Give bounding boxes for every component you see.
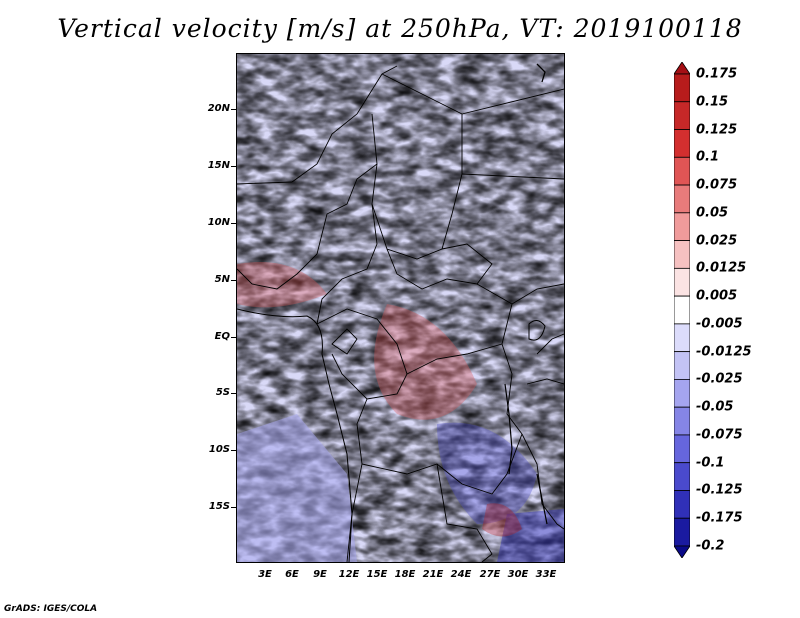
lat-label-5n: 5N bbox=[214, 274, 230, 285]
colorbar-swatch bbox=[674, 156, 690, 186]
colorbar-label: -0.075 bbox=[696, 427, 743, 443]
lat-label-10n: 10N bbox=[207, 217, 230, 228]
colorbar-swatch bbox=[674, 434, 690, 464]
colorbar-label: -0.0125 bbox=[696, 344, 752, 360]
colorbar-swatch bbox=[674, 212, 690, 241]
colorbar-label: 0.0125 bbox=[696, 260, 747, 276]
axis-ticks bbox=[231, 109, 236, 110]
colorbar-label: -0.2 bbox=[696, 538, 725, 554]
colorbar-swatch bbox=[674, 517, 690, 547]
colorbar-swatch bbox=[674, 295, 690, 325]
lake-tanganyika bbox=[504, 383, 513, 475]
lon-label-3e: 3E bbox=[258, 569, 272, 580]
lon-label-21e: 21E bbox=[422, 569, 444, 580]
footer-credit: GrADS: IGES/COLA bbox=[4, 604, 98, 614]
colorbar-label: -0.125 bbox=[696, 482, 743, 498]
lat-label-15n: 15N bbox=[207, 160, 230, 171]
colorbar-label: 0.075 bbox=[696, 177, 738, 193]
colorbar-swatch bbox=[674, 462, 690, 491]
lat-label-10s: 10S bbox=[208, 444, 230, 455]
colorbar-swatch bbox=[674, 73, 690, 103]
velocity-map bbox=[236, 53, 565, 563]
colorbar-swatch bbox=[674, 490, 690, 519]
colorbar-label: 0.005 bbox=[696, 288, 738, 304]
colorbar-swatch bbox=[674, 129, 690, 158]
colorbar-label: -0.025 bbox=[696, 371, 743, 387]
lon-label-24e: 24E bbox=[450, 569, 472, 580]
colorbar-swatch bbox=[674, 240, 690, 269]
colorbar-swatch bbox=[674, 62, 690, 75]
colorbar bbox=[674, 62, 690, 558]
lat-label-eq: EQ bbox=[214, 331, 230, 342]
colorbar-label: -0.175 bbox=[696, 510, 743, 526]
colorbar-swatch bbox=[674, 351, 690, 380]
lon-label-18e: 18E bbox=[394, 569, 416, 580]
lake-malawi bbox=[536, 473, 548, 525]
lake-victoria bbox=[528, 320, 546, 341]
congo-ascent-region bbox=[374, 304, 477, 420]
velocity-field bbox=[237, 54, 564, 562]
country-borders bbox=[237, 65, 564, 562]
lon-label-30e: 30E bbox=[507, 569, 529, 580]
colorbar-label: 0.1 bbox=[696, 149, 720, 165]
southwest-descent-region bbox=[237, 414, 357, 562]
lon-label-15e: 15E bbox=[366, 569, 388, 580]
lon-label-9e: 9E bbox=[313, 569, 327, 580]
colorbar-swatch bbox=[674, 184, 690, 214]
colorbar-label: -0.1 bbox=[696, 455, 725, 471]
lon-label-12e: 12E bbox=[338, 569, 360, 580]
lat-label-15s: 15S bbox=[208, 501, 230, 512]
colorbar-label: -0.05 bbox=[696, 399, 734, 415]
lon-label-33e: 33E bbox=[535, 569, 557, 580]
colorbar-swatch bbox=[674, 101, 690, 130]
map-title: Vertical velocity [m/s] at 250hPa, VT: 2… bbox=[57, 14, 743, 43]
colorbar-label: 0.15 bbox=[696, 94, 729, 110]
colorbar-label: 0.125 bbox=[696, 122, 738, 138]
colorbar-swatch bbox=[674, 323, 690, 353]
colorbar-swatch bbox=[674, 406, 690, 436]
colorbar-label: 0.175 bbox=[696, 66, 738, 82]
colorbar-label: 0.025 bbox=[696, 233, 738, 249]
lat-label-5s: 5S bbox=[215, 387, 230, 398]
colorbar-swatch bbox=[674, 545, 690, 558]
lat-label-20n: 20N bbox=[207, 103, 230, 114]
coastline bbox=[237, 308, 353, 562]
lon-label-6e: 6E bbox=[285, 569, 299, 580]
colorbar-label: 0.05 bbox=[696, 205, 729, 221]
lon-label-27e: 27E bbox=[479, 569, 501, 580]
colorbar-swatch bbox=[674, 267, 690, 297]
colorbar-swatch bbox=[674, 379, 690, 408]
colorbar-label: -0.005 bbox=[696, 316, 743, 332]
